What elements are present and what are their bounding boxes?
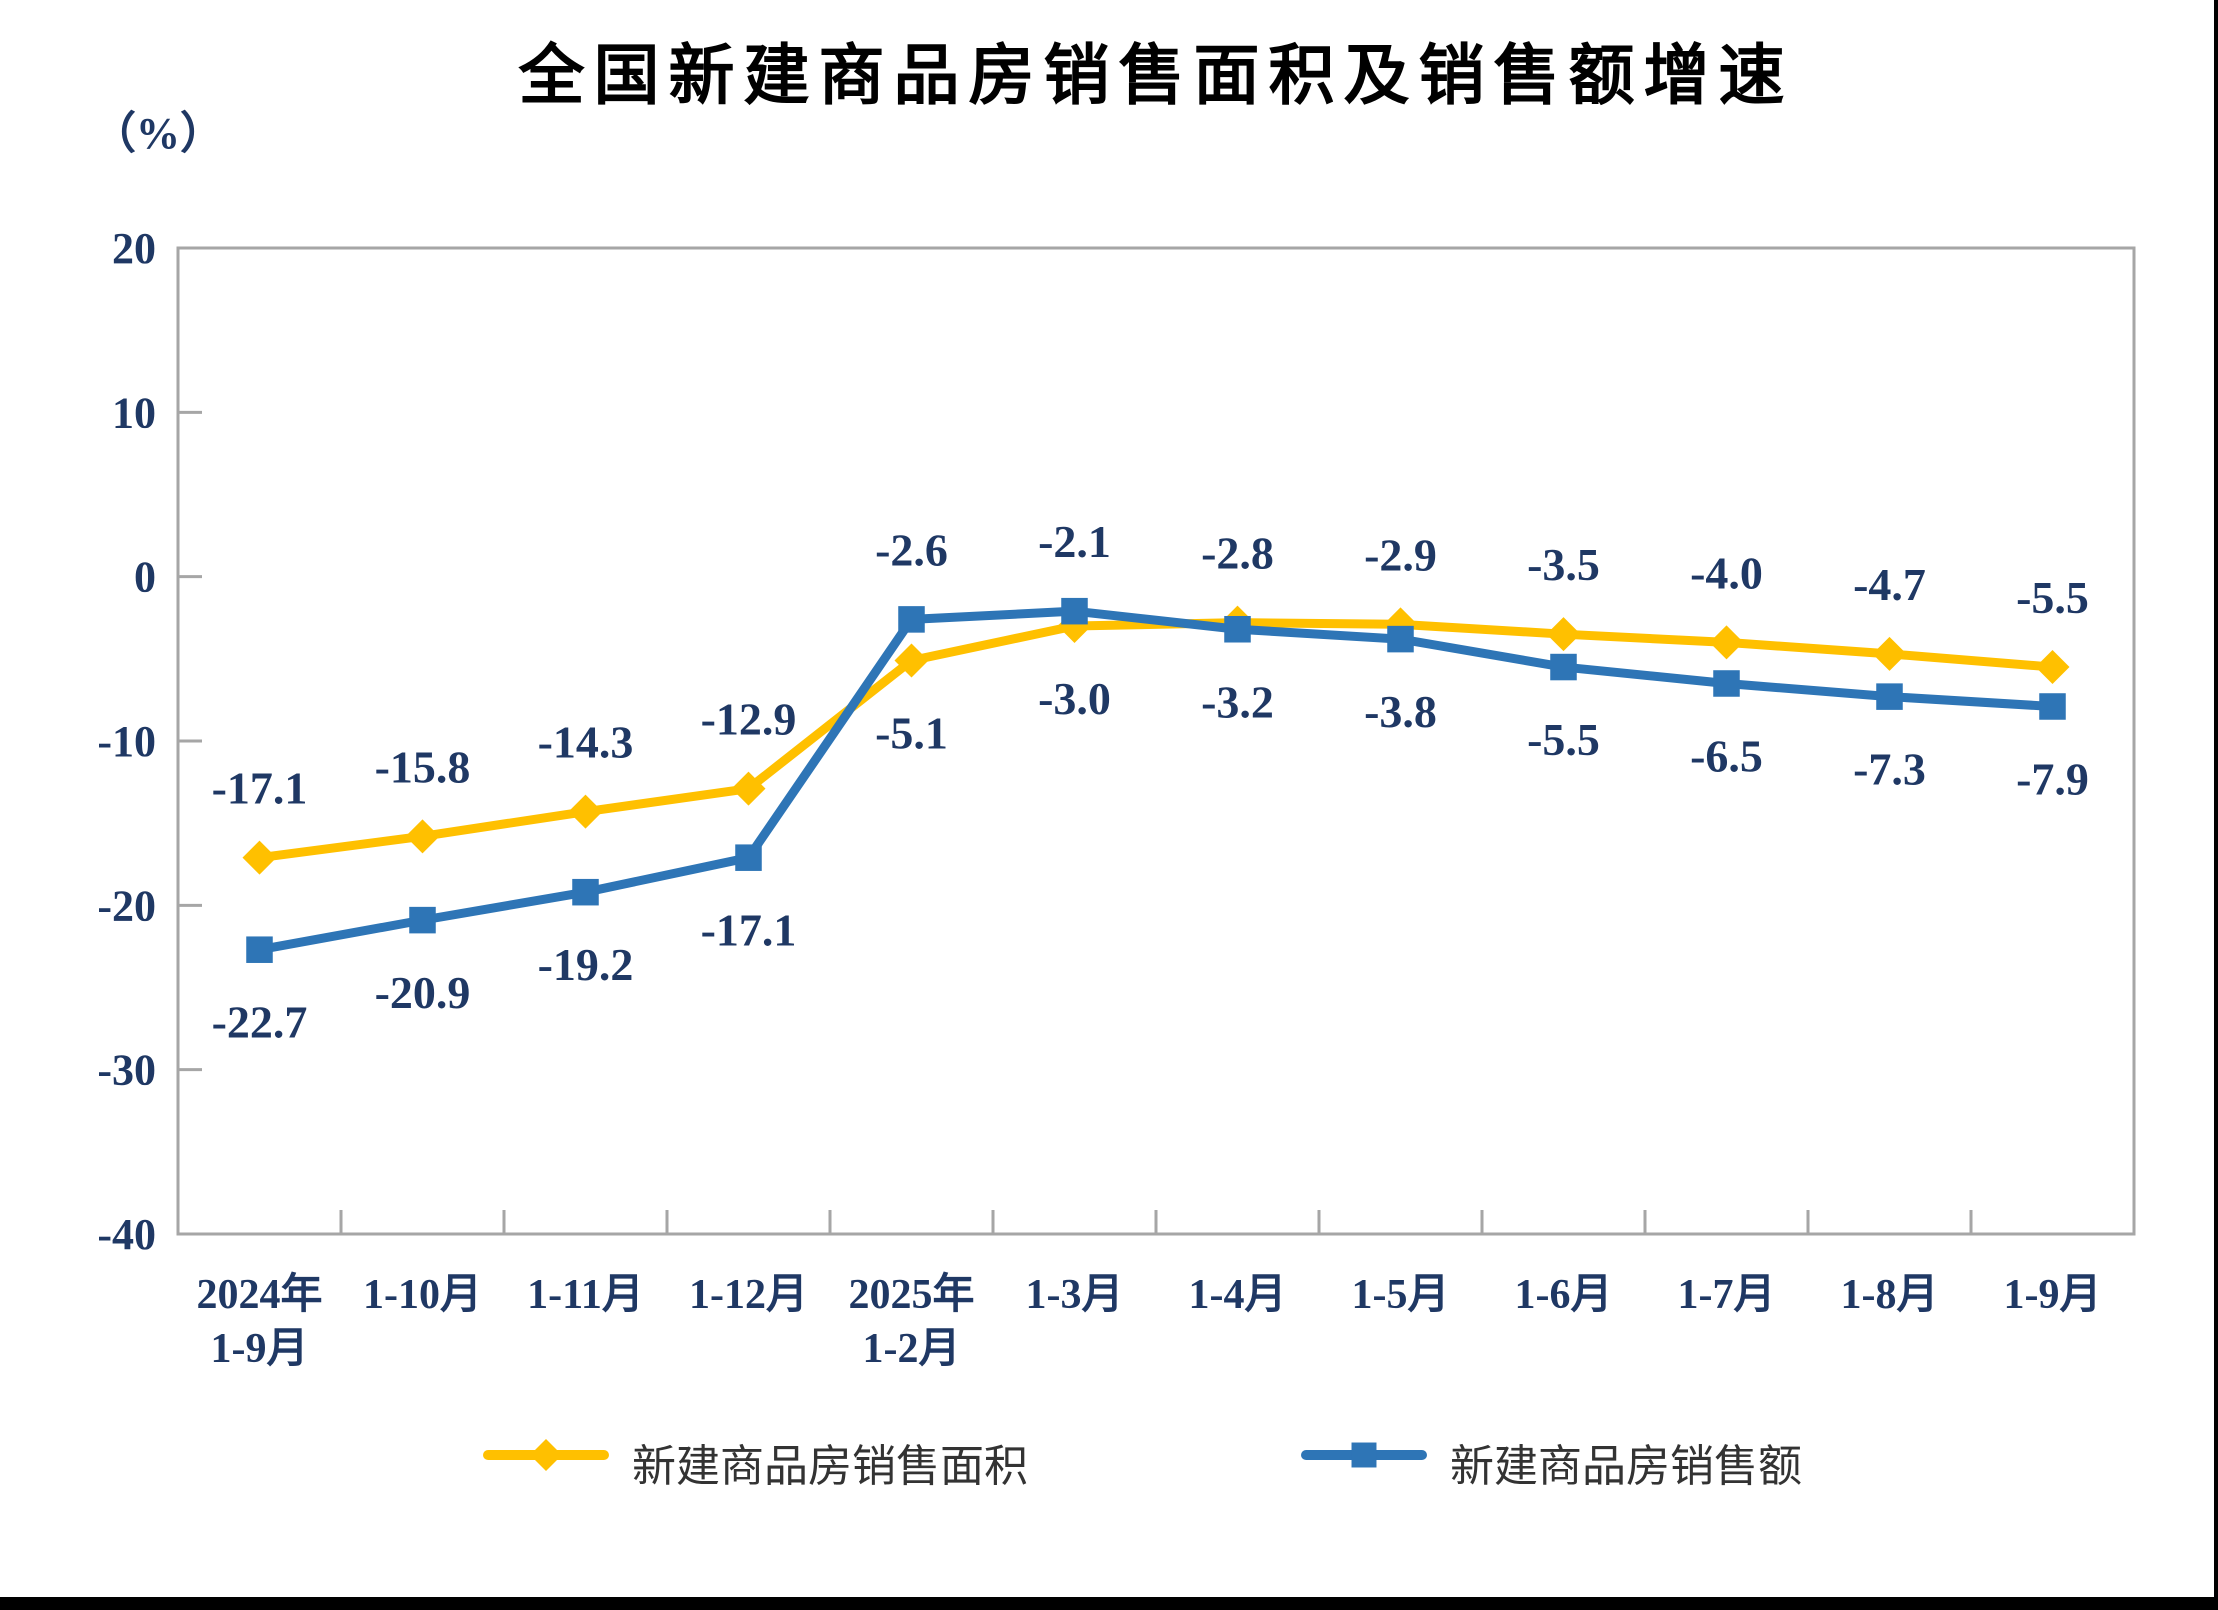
- y-axis-tick-label: -10: [97, 717, 156, 766]
- data-label-above: -2.9: [1364, 529, 1437, 580]
- data-label-below: -6.5: [1690, 730, 1763, 781]
- legend-item: 新建商品房销售额: [1301, 1442, 1802, 1491]
- data-label-below: -3.0: [1038, 673, 1111, 724]
- legend-item-label: 新建商品房销售面积: [632, 1442, 1028, 1491]
- data-point-marker: [242, 840, 277, 875]
- data-label-above: -2.1: [1038, 516, 1111, 567]
- x-axis-category-label: 2025年: [848, 1271, 974, 1318]
- data-label-above: -5.5: [2016, 572, 2089, 623]
- x-axis-category-label: 1-9月: [211, 1326, 309, 1372]
- data-point-marker: [735, 844, 762, 871]
- data-point-marker: [1876, 683, 1903, 710]
- x-axis-category-label: 1-8月: [1841, 1272, 1939, 1318]
- data-point-marker: [409, 906, 436, 934]
- data-label-below: -5.1: [875, 707, 948, 758]
- x-axis-category-label: 1-5月: [1352, 1272, 1450, 1318]
- x-axis-category-label: 1-11月: [527, 1272, 644, 1318]
- data-label-above: -3.5: [1527, 539, 1600, 590]
- series-line-1: [255, 606, 2057, 955]
- bottom-frame-bar: [0, 1597, 2218, 1610]
- data-point-marker: [1061, 597, 1088, 625]
- data-label-above: -15.8: [375, 741, 471, 792]
- legend-item-label: 新建商品房销售额: [1450, 1442, 1802, 1491]
- legend-marker: [1351, 1442, 1377, 1468]
- y-axis-tick-label: 20: [112, 224, 156, 273]
- legend: 新建商品房销售面积 新建商品房销售额: [483, 1439, 1802, 1491]
- data-label-below: -3.2: [1201, 676, 1274, 727]
- x-axis-category-label: 1-7月: [1678, 1272, 1776, 1318]
- data-point-marker: [572, 878, 599, 906]
- plot-border: [176, 246, 2136, 1236]
- data-label-above: -4.7: [1853, 559, 1926, 610]
- data-label-above: -12.9: [701, 694, 797, 745]
- data-point-marker: [894, 643, 929, 678]
- y-axis-tick-label: -40: [97, 1210, 156, 1259]
- data-point-marker: [568, 794, 603, 829]
- data-point-marker: [405, 819, 440, 854]
- plot-area: 20 10 0 -10 -20 -30 -40 2024年 1-9月 1-10月 1-11月 1-12…: [97, 224, 2136, 1372]
- data-label-above: -17.1: [212, 763, 308, 814]
- x-axis-category-label: 1-3月: [1026, 1272, 1124, 1318]
- data-label-above: -2.8: [1201, 528, 1274, 579]
- x-axis-category-label: 1-9月: [2004, 1272, 2102, 1318]
- y-axis-tick-label: -30: [97, 1046, 156, 1095]
- x-axis-category-label: 1-10月: [363, 1272, 482, 1318]
- data-label-above: -4.0: [1690, 547, 1763, 598]
- x-axis-category-label: 2024年: [196, 1271, 322, 1318]
- data-label-below: -5.5: [1527, 714, 1600, 765]
- x-axis-category-label: 1-12月: [689, 1272, 808, 1318]
- data-label-below: -17.1: [701, 905, 797, 956]
- data-point-marker: [246, 936, 273, 963]
- data-point-marker: [1224, 615, 1251, 643]
- data-point-marker: [1709, 625, 1744, 660]
- x-axis-category-label: 1-2月: [863, 1326, 961, 1372]
- data-point-marker: [1550, 653, 1577, 681]
- data-label-below: -7.3: [1853, 744, 1926, 795]
- data-point-marker: [1713, 670, 1740, 697]
- series-line-0: [255, 618, 2057, 863]
- data-point-marker: [2035, 650, 2070, 685]
- x-axis-category-label: 1-4月: [1189, 1272, 1287, 1318]
- data-point-marker: [1872, 636, 1907, 671]
- x-axis-category-label: 1-6月: [1515, 1272, 1613, 1318]
- data-label-above: -2.6: [875, 524, 948, 575]
- y-axis-unit-label: （%）: [92, 109, 224, 158]
- data-label-below: -3.8: [1364, 686, 1437, 737]
- chart-title: 全国新建商品房销售面积及销售额增速: [518, 38, 1794, 112]
- data-label-below: -20.9: [375, 967, 471, 1018]
- data-label-above: -14.3: [538, 717, 634, 768]
- data-point-marker: [1546, 617, 1581, 652]
- data-label-below: -22.7: [212, 997, 308, 1048]
- data-point-marker: [1387, 625, 1414, 653]
- legend-item: 新建商品房销售面积: [483, 1439, 1028, 1491]
- y-axis-tick-label: -20: [97, 881, 156, 930]
- data-label-below: -7.9: [2016, 753, 2089, 804]
- data-label-below: -19.2: [538, 939, 634, 990]
- y-axis-tick-label: 0: [134, 553, 156, 602]
- data-point-marker: [731, 771, 766, 806]
- data-point-marker: [898, 606, 925, 633]
- legend-marker: [530, 1439, 562, 1471]
- y-axis-tick-label: 10: [112, 388, 156, 437]
- right-frame-edge: [2214, 0, 2218, 1610]
- data-point-marker: [2039, 693, 2066, 720]
